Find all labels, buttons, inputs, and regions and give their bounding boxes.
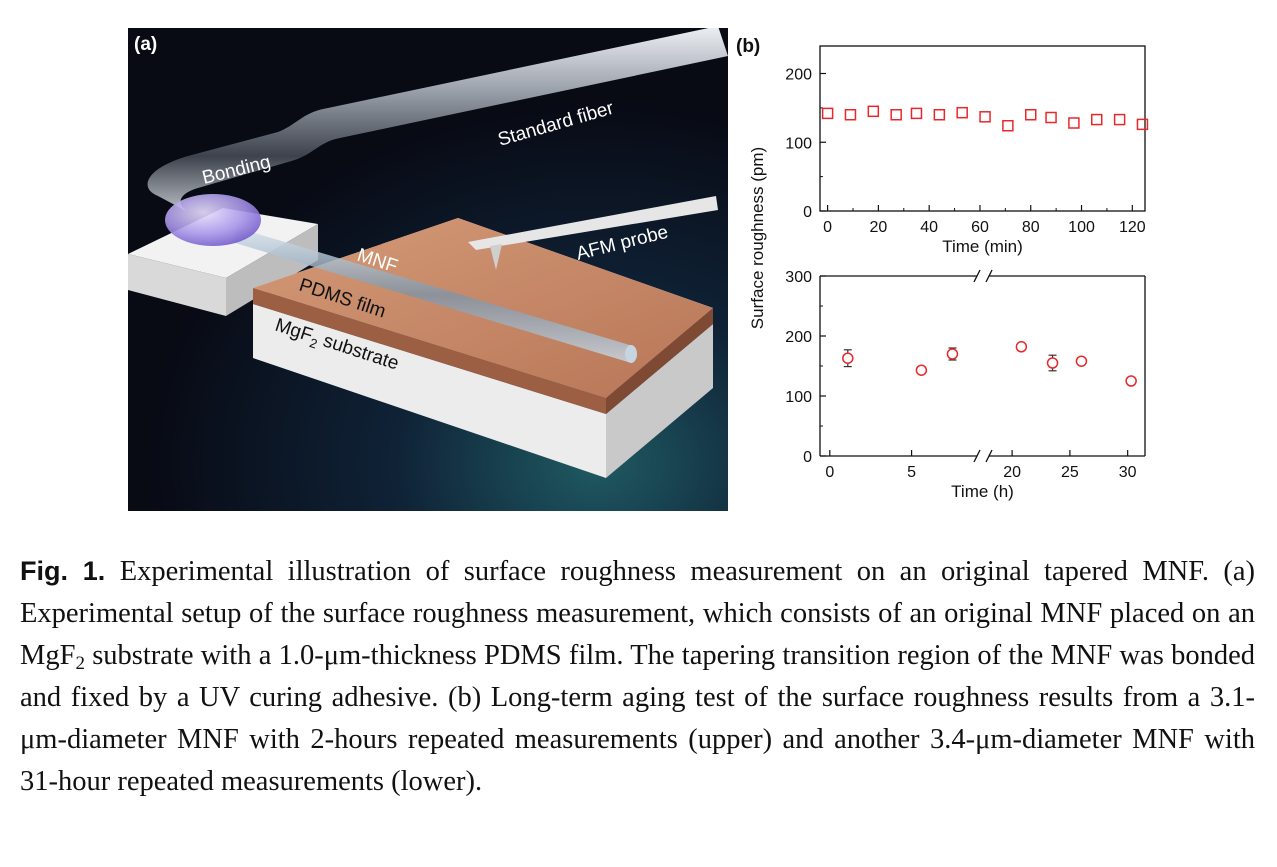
- lower-x-tick-label: 25: [1061, 464, 1079, 481]
- upper-y-tick-label: 100: [785, 135, 812, 152]
- upper-data-point: [910, 107, 923, 120]
- upper-y-tick-label: 200: [785, 67, 812, 84]
- axis-break-mark: [973, 269, 981, 283]
- upper-data-point: [867, 105, 880, 118]
- axis-break-mark: [985, 269, 993, 283]
- lower-data-point: [915, 364, 928, 376]
- upper-y-tick-label: 0: [803, 204, 812, 221]
- lower-data-point: [1125, 375, 1137, 387]
- lower-x-tick-label: 20: [1003, 464, 1021, 481]
- setup-illustration: (a) Standard fiber Bonding AFM probe MNF…: [128, 28, 728, 511]
- standard-fiber: [147, 28, 728, 212]
- upper-data-point: [1068, 117, 1080, 129]
- upper-x-tick-label: 120: [1119, 219, 1146, 236]
- shared-y-axis-label: Surface roughness (pm): [748, 147, 767, 329]
- upper-x-tick-label: 0: [823, 219, 832, 236]
- lower-data-point: [1015, 341, 1028, 353]
- upper-x-tick-label: 60: [971, 219, 989, 236]
- caption-subscript: 2: [75, 653, 85, 674]
- upper-x-tick-label: 40: [920, 219, 938, 236]
- axis-break-mark: [985, 449, 993, 463]
- lower-data-point: [1046, 357, 1059, 369]
- panel-a-label: (a): [134, 34, 157, 55]
- caption-text-1: Experimental illustration of surface rou…: [20, 556, 1255, 671]
- upper-data-point: [979, 111, 991, 123]
- upper-data-point: [956, 106, 968, 119]
- upper-x-tick-label: 100: [1068, 219, 1095, 236]
- lower-x-tick-label: 5: [907, 464, 916, 481]
- upper-x-axis-label: Time (min): [942, 237, 1023, 256]
- upper-data-point: [1091, 113, 1103, 126]
- upper-x-tick-label: 20: [870, 219, 888, 236]
- lower-y-tick-label: 0: [803, 449, 812, 466]
- upper-data-point: [1136, 118, 1149, 131]
- lower-y-tick-label: 100: [785, 389, 812, 406]
- lower-chart: 0 100 200 300 0 5 20 25 30 Time (h): [785, 269, 1146, 501]
- upper-plot-frame: [819, 45, 1146, 212]
- mnf-fiber: [232, 228, 637, 363]
- upper-x-tick-label: 80: [1022, 219, 1040, 236]
- afm-probe: [468, 196, 718, 270]
- bonding-droplet: [165, 194, 261, 246]
- lower-x-tick-label: 0: [825, 464, 834, 481]
- lower-data-point: [842, 352, 854, 364]
- upper-data-point: [1113, 113, 1126, 126]
- lower-y-tick-label: 300: [785, 269, 812, 286]
- upper-data-point: [1002, 120, 1014, 132]
- figure-label: Fig. 1.: [20, 556, 106, 586]
- lower-y-tick-label: 200: [785, 329, 812, 346]
- axis-break-mark: [973, 449, 981, 463]
- upper-data-point: [844, 109, 857, 121]
- lower-data-point: [1075, 355, 1088, 367]
- upper-data-point: [1024, 109, 1037, 121]
- lower-data-point: [946, 348, 959, 360]
- lower-x-tick-label: 30: [1119, 464, 1137, 481]
- caption-text-2: substrate with a 1.0-μm-thickness PDMS f…: [20, 640, 1255, 797]
- panel-b-label: (b): [736, 36, 760, 57]
- lower-x-axis-label: Time (h): [951, 482, 1014, 501]
- upper-data-point: [890, 109, 902, 121]
- upper-data-point: [933, 109, 946, 121]
- upper-data-point: [1045, 111, 1057, 124]
- figure-caption: Fig. 1. Experimental illustration of sur…: [20, 550, 1255, 803]
- upper-data-point: [821, 107, 834, 120]
- upper-chart: 0 100 200 0 20 40 60 80 100 120 Time (min): [785, 45, 1149, 256]
